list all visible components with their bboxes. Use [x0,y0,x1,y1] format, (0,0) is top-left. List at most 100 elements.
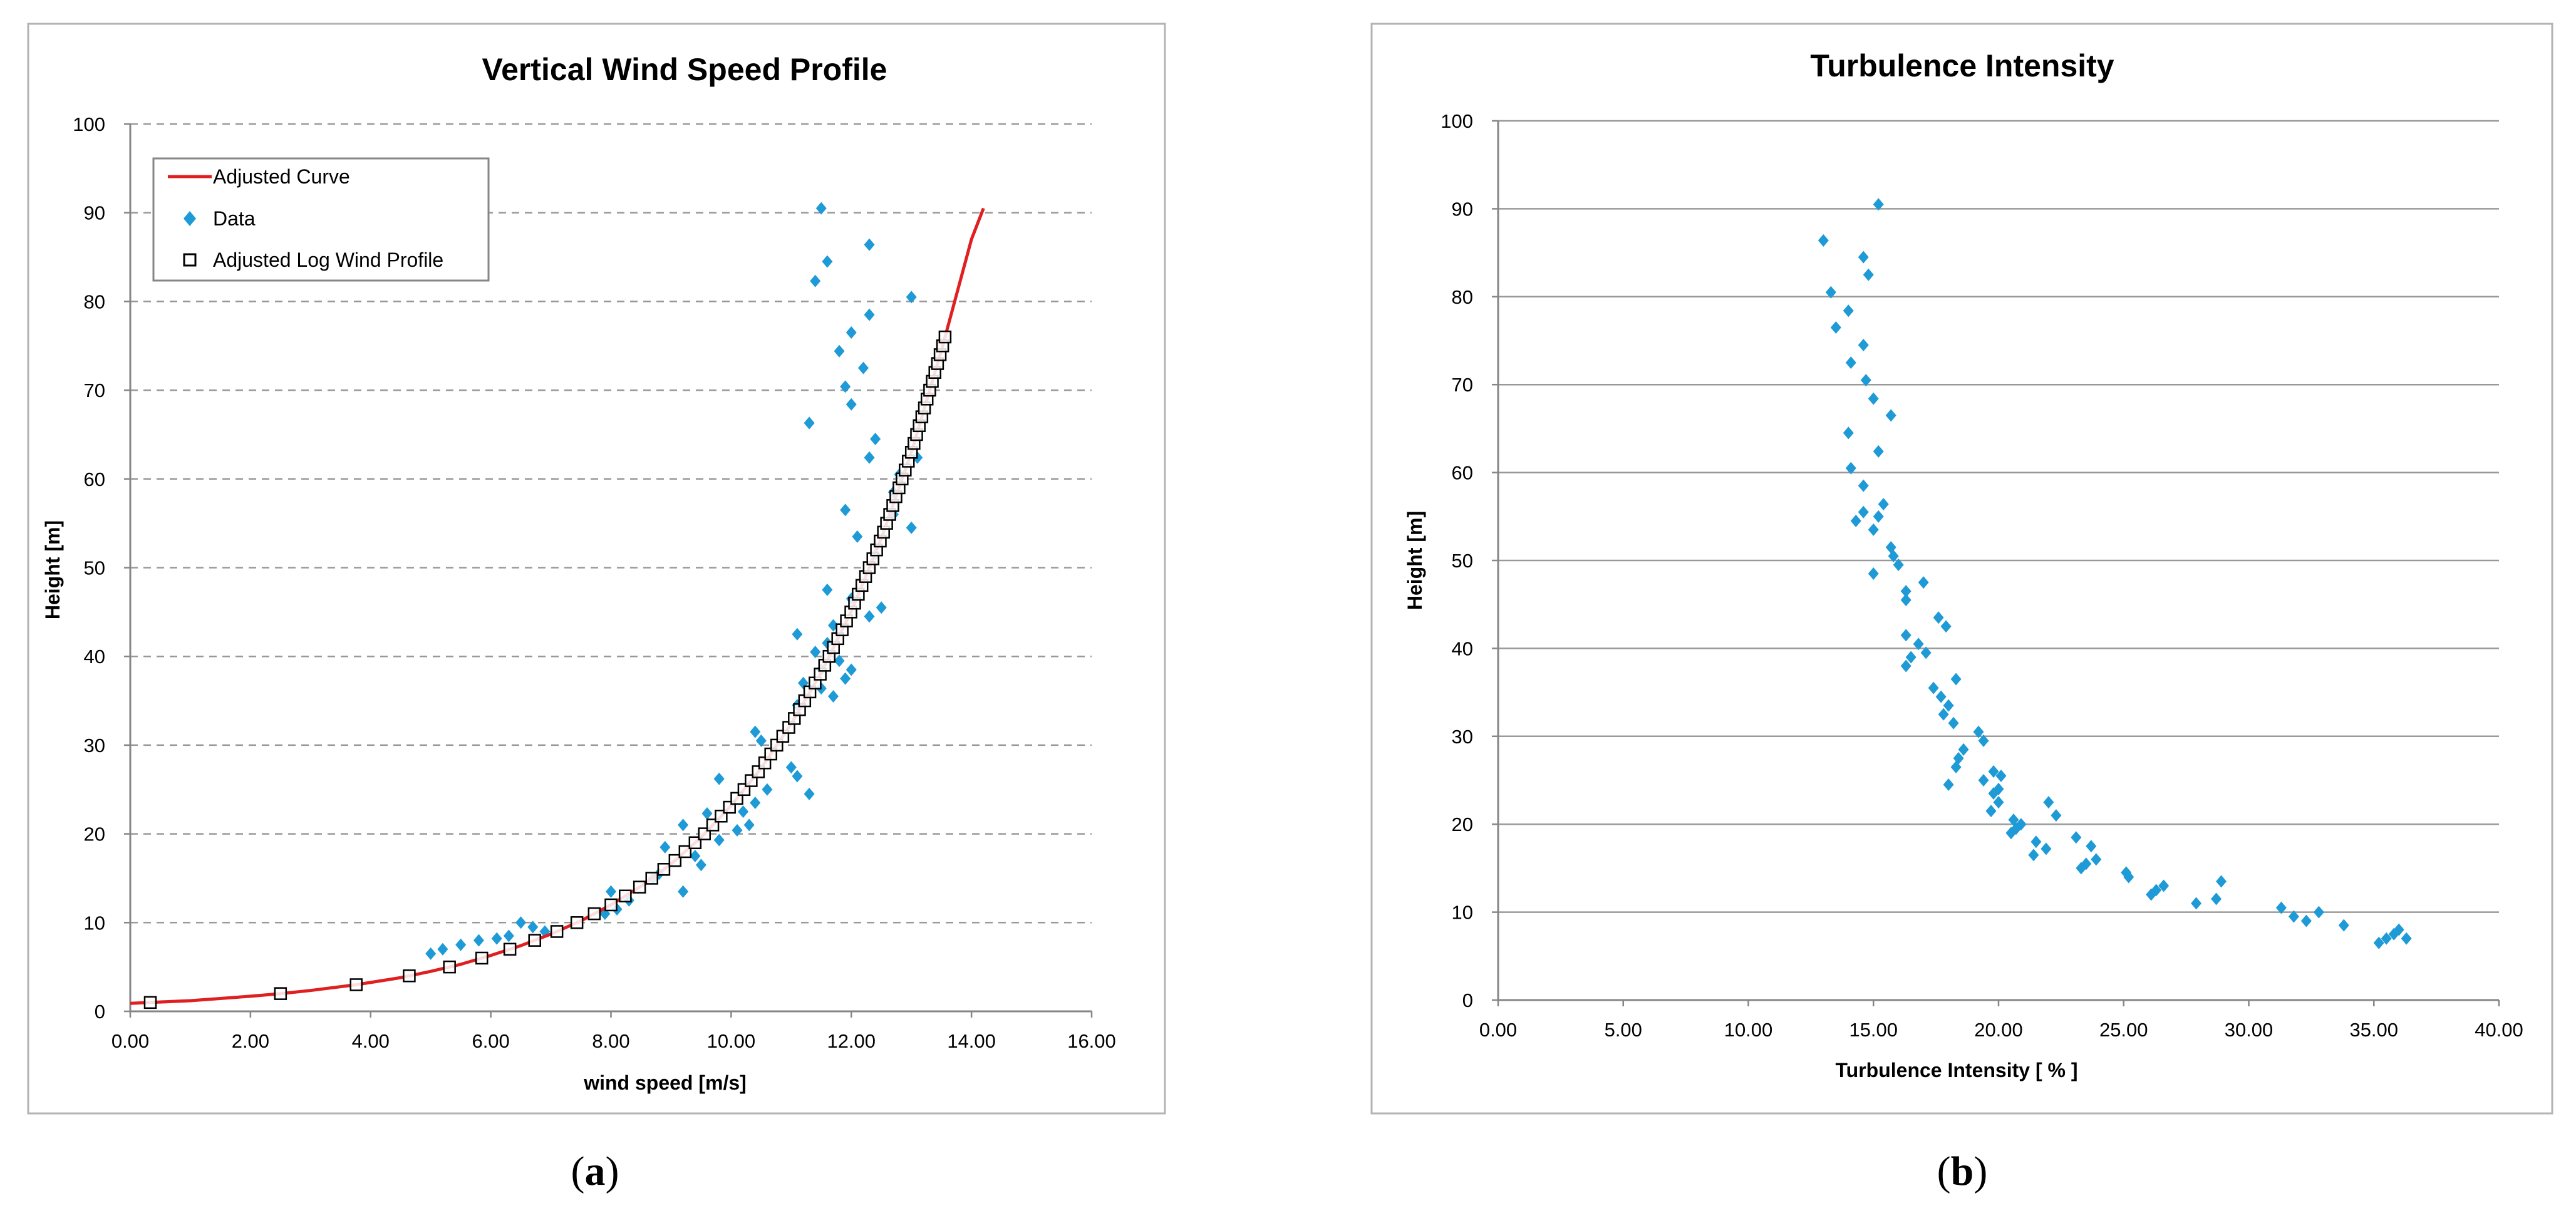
data-point [1843,304,1854,317]
data-point [792,770,803,783]
a-ytick-label: 0 [95,1001,105,1023]
data-point [834,654,845,668]
data-point [2401,932,2412,945]
data-point [1900,629,1911,642]
log-profile-marker [570,916,584,929]
data-point [491,932,502,945]
legend-box [152,157,490,282]
data-point [785,761,797,774]
data-point [2288,910,2299,923]
data-point [1958,743,1969,756]
data-point [527,921,539,934]
turbulence-chart: Turbulence Intensity 0 10 20 30 40 50 60 70 80 90… [1370,23,2553,1115]
data-point [1948,716,1959,730]
a-ytick-label: 20 [84,823,105,845]
data-point [804,416,815,430]
log-profile-marker [443,960,456,974]
b-ytick-label: 40 [1452,637,1473,659]
data-point [906,291,917,304]
data-point [2191,897,2202,910]
b-ytick-label: 60 [1452,462,1473,484]
data-point [678,885,689,898]
chart-b-title: Turbulence Intensity [1810,48,2114,83]
data-point [1873,445,1884,458]
data-point [792,627,803,641]
data-point [827,689,839,703]
data-point [503,929,514,942]
legend-curve-label: Adjusted Curve [213,165,350,188]
b-ytick-label: 50 [1452,550,1473,572]
data-point [750,725,761,738]
a-xtick-label: 4.00 [352,1030,390,1052]
log-profile-marker [349,978,363,991]
data-point [1985,805,1997,818]
b-ytick-label: 10 [1452,902,1473,924]
data-point [2051,809,2062,822]
data-point [1868,392,1879,405]
chart-b-ylabel: Height [m] [1404,511,1426,610]
data-point [810,274,821,287]
data-point [2381,932,2392,945]
a-ytick-label: 90 [84,202,105,224]
data-point [1873,198,1884,211]
a-ytick-label: 10 [84,912,105,934]
data-point [1858,505,1869,519]
chart-b-frame [1370,23,2553,1115]
data-point [804,787,815,800]
log-profile-marker [587,907,601,921]
data-point [876,601,887,614]
data-point [1868,523,1879,536]
a-xtick-label: 14.00 [947,1030,996,1052]
b-xtick-label: 25.00 [2099,1019,2148,1041]
chart-a-ylabel: Height [m] [41,520,64,619]
data-point [701,807,713,820]
data-point [2216,875,2227,888]
data-point [1950,760,1962,773]
b-xtick-label: 10.00 [1724,1019,1773,1041]
legend-data-label: Data [213,207,256,230]
a-xtick-label: 2.00 [232,1030,269,1052]
b-xtick-label: 35.00 [2349,1019,2398,1041]
a-xtick-label: 6.00 [472,1030,509,1052]
data-point [840,503,851,517]
log-profile-marker [633,880,646,894]
log-profile-marker [528,934,541,947]
data-point [822,583,833,596]
chart-a-legend: Adjusted Curve Data Adjusted Log Wind Pr… [152,157,490,282]
data-point [1943,699,1954,712]
log-profile-marker [604,898,618,912]
data-point [678,818,689,832]
data-point [2076,862,2087,875]
data-point [1900,594,1911,607]
data-point [2300,914,2312,927]
data-point [2028,849,2039,862]
data-point [870,433,881,446]
data-point [1988,765,1999,778]
data-point [2211,892,2222,906]
data-point [1863,268,1874,281]
b-xtick-label: 40.00 [2475,1019,2523,1041]
panel-label-b-letter: b [1951,1148,1974,1194]
data-point [1830,321,1841,334]
b-xtick-label: 30.00 [2225,1019,2273,1041]
data-point [1995,769,2007,782]
data-point [1918,576,1929,589]
data-point [713,772,725,785]
data-point [738,805,749,818]
data-point [810,646,821,659]
log-profile-marker [938,330,952,344]
data-point [2071,831,2082,844]
data-point [690,850,701,863]
data-point [840,380,851,393]
log-profile-marker [619,889,632,903]
data-point [755,734,767,747]
b-ytick-label: 100 [1441,110,1473,132]
data-point [732,823,743,837]
data-point [906,521,917,534]
legend-data-swatch [184,211,196,226]
a-ytick-label: 60 [84,468,105,490]
log-profile-marker [657,863,671,876]
log-profile-marker [550,925,564,938]
data-point [1873,510,1884,523]
data-point [1938,708,1949,721]
